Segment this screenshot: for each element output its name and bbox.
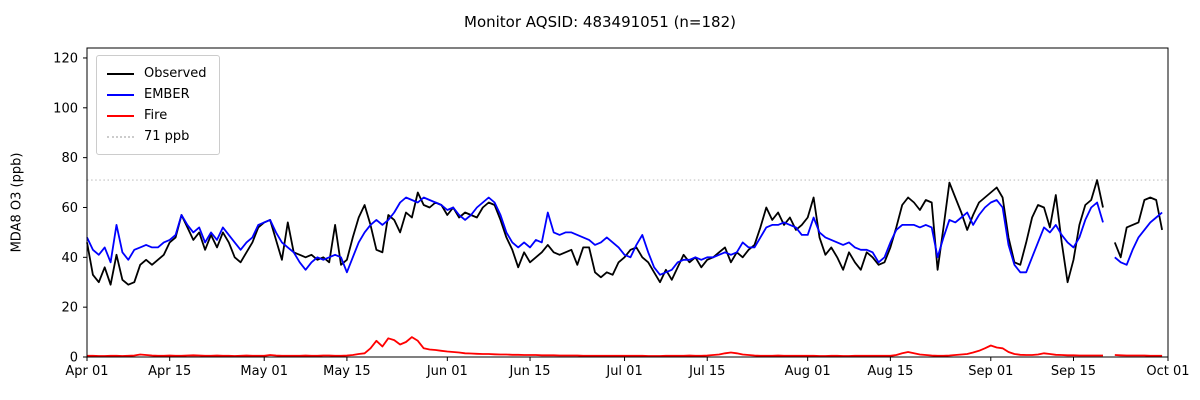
observed-line-sample-icon: [107, 72, 134, 75]
ember-line-sample-icon: [107, 93, 134, 96]
x-axis-tick-label: Apr 15: [148, 364, 191, 379]
fire-line: [87, 336, 1163, 357]
x-axis-tick-label: Aug 01: [785, 364, 831, 379]
x-axis-tick-label: May 15: [323, 364, 371, 379]
x-axis-tick-label: Oct 01: [1146, 364, 1189, 379]
y-axis-tick-label: 100: [53, 101, 78, 116]
x-axis-tick-label: Jul 01: [605, 364, 642, 379]
x-axis-tick-label: Jun 15: [509, 364, 551, 379]
x-axis-tick-label: Sep 15: [1051, 364, 1096, 379]
observed-line: [86, 179, 1163, 286]
legend-item-fire: Fire: [107, 105, 207, 126]
legend-label-observed: Observed: [144, 66, 207, 81]
legend-item-threshold: 71 ppb: [107, 126, 207, 147]
legend-label-fire: Fire: [144, 108, 168, 123]
legend: Observed EMBER Fire 71 ppb: [96, 55, 220, 155]
legend-label-ember: EMBER: [144, 87, 190, 102]
y-axis-tick-label: 120: [53, 51, 78, 66]
y-axis-tick-label: 80: [61, 151, 78, 166]
y-axis-tick-label: 60: [61, 201, 78, 216]
y-axis-tick-label: 40: [61, 251, 78, 266]
y-axis-tick-label: 0: [70, 351, 78, 366]
y-axis-tick-label: 20: [61, 301, 78, 316]
x-axis-tick-label: Sep 01: [968, 364, 1013, 379]
threshold-line-sample-icon: [107, 135, 134, 138]
x-axis-tick-label: Jul 15: [688, 364, 725, 379]
ember-line: [86, 196, 1163, 276]
x-axis-tick-label: Jun 01: [426, 364, 468, 379]
x-axis-tick-label: Apr 01: [65, 364, 108, 379]
legend-item-observed: Observed: [107, 63, 207, 84]
fire-line-sample-icon: [107, 114, 134, 117]
legend-label-threshold: 71 ppb: [144, 129, 190, 144]
chart-title: Monitor AQSID: 483491051 (n=182): [464, 13, 736, 31]
x-axis-tick-label: May 01: [240, 364, 288, 379]
axes-spines: [86, 47, 1169, 358]
x-axis-tick-label: Aug 15: [867, 364, 913, 379]
legend-item-ember: EMBER: [107, 84, 207, 105]
